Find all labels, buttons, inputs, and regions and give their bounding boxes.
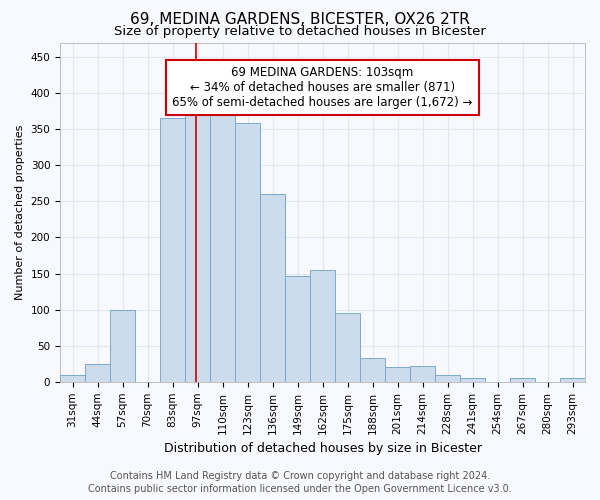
Bar: [510, 378, 535, 382]
Bar: [185, 112, 210, 382]
X-axis label: Distribution of detached houses by size in Bicester: Distribution of detached houses by size …: [164, 442, 482, 455]
Bar: [285, 276, 310, 382]
Bar: [160, 118, 185, 382]
Bar: [210, 111, 235, 382]
Bar: [335, 313, 360, 382]
Bar: [385, 368, 410, 382]
Bar: [435, 374, 460, 382]
Bar: [235, 124, 260, 382]
Bar: [560, 378, 585, 382]
Text: Size of property relative to detached houses in Bicester: Size of property relative to detached ho…: [114, 25, 486, 38]
Text: 69 MEDINA GARDENS: 103sqm
← 34% of detached houses are smaller (871)
65% of semi: 69 MEDINA GARDENS: 103sqm ← 34% of detac…: [172, 66, 473, 110]
Y-axis label: Number of detached properties: Number of detached properties: [15, 124, 25, 300]
Bar: [360, 358, 385, 382]
Text: 69, MEDINA GARDENS, BICESTER, OX26 2TR: 69, MEDINA GARDENS, BICESTER, OX26 2TR: [130, 12, 470, 28]
Bar: [260, 194, 285, 382]
Text: Contains HM Land Registry data © Crown copyright and database right 2024.
Contai: Contains HM Land Registry data © Crown c…: [88, 471, 512, 494]
Bar: [85, 364, 110, 382]
Bar: [110, 310, 135, 382]
Bar: [310, 270, 335, 382]
Bar: [60, 374, 85, 382]
Bar: [410, 366, 435, 382]
Bar: [460, 378, 485, 382]
